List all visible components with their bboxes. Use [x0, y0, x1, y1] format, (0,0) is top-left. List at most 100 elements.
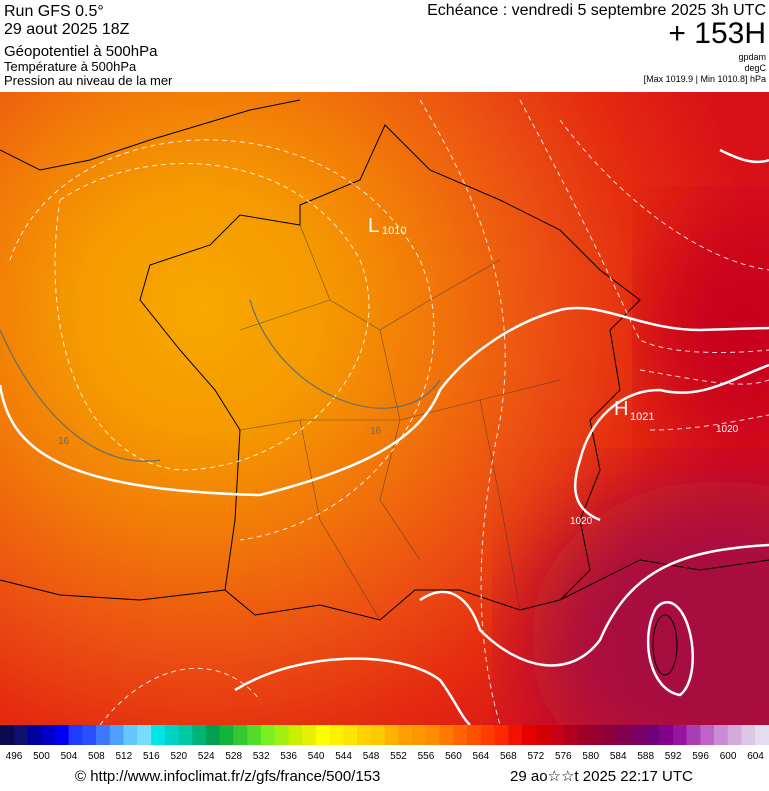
color-swatch: [109, 725, 124, 745]
color-swatch: [54, 725, 69, 745]
field-name: Pression au niveau de la mer: [4, 73, 173, 88]
low-marker: L: [368, 215, 379, 237]
color-swatch: [68, 725, 83, 745]
color-swatch: [439, 725, 454, 745]
color-swatch: [192, 725, 207, 745]
scale-label: 500: [33, 751, 50, 762]
color-swatch: [370, 725, 385, 745]
scale-label: 504: [61, 751, 78, 762]
lead-time: + 153H: [668, 17, 766, 50]
color-swatch: [714, 725, 729, 745]
color-swatch: [357, 725, 372, 745]
color-swatch: [755, 725, 769, 745]
color-swatch: [576, 725, 591, 745]
scale-label: 548: [363, 751, 380, 762]
color-swatch: [137, 725, 152, 745]
scale-label: 572: [527, 751, 544, 762]
color-swatch: [219, 725, 234, 745]
scale-label: 540: [308, 751, 325, 762]
scale-label: 584: [610, 751, 627, 762]
scale-label: 528: [225, 751, 242, 762]
color-swatch: [686, 725, 701, 745]
color-swatch: [82, 725, 97, 745]
isobar-label: 1020: [716, 424, 739, 435]
color-swatch: [343, 725, 358, 745]
color-swatch: [645, 725, 660, 745]
color-swatch: [384, 725, 399, 745]
scale-label: 560: [445, 751, 462, 762]
color-swatch: [741, 725, 756, 745]
color-swatch: [617, 725, 632, 745]
scale-label: 580: [582, 751, 599, 762]
low-value: 1010: [382, 225, 406, 237]
color-swatch: [123, 725, 138, 745]
forecast-time: Echéance : vendredi 5 septembre 2025 3h …: [427, 2, 766, 19]
color-swatch: [398, 725, 413, 745]
color-swatch: [260, 725, 275, 745]
color-swatch: [631, 725, 646, 745]
isobar-label: 1020: [570, 516, 593, 527]
color-swatch: [563, 725, 578, 745]
scale-label: 552: [390, 751, 407, 762]
color-swatch: [233, 725, 248, 745]
color-swatch: [0, 725, 15, 745]
color-swatch: [535, 725, 550, 745]
color-swatch: [315, 725, 330, 745]
color-swatch: [700, 725, 715, 745]
color-swatch: [508, 725, 523, 745]
warm-core: [530, 480, 769, 725]
color-swatch: [178, 725, 193, 745]
color-swatch: [466, 725, 481, 745]
scale-label: 556: [418, 751, 435, 762]
color-swatch: [411, 725, 426, 745]
scale-label: 516: [143, 751, 160, 762]
scale-label: 536: [280, 751, 297, 762]
scale-label: 532: [253, 751, 270, 762]
unit: degC: [744, 63, 766, 73]
high-value: 1021: [630, 411, 654, 423]
color-swatch: [549, 725, 564, 745]
borders: [239, 224, 561, 621]
color-swatch: [659, 725, 674, 745]
scale-label: 568: [500, 751, 517, 762]
scale-label: 576: [555, 751, 572, 762]
color-swatch: [164, 725, 179, 745]
scale-label: 604: [747, 751, 764, 762]
high-marker: H: [614, 398, 628, 420]
scale-label: 520: [170, 751, 187, 762]
isobars: [0, 148, 769, 725]
pressure-range: [Max 1019.9 | Min 1010.8] hPa: [644, 74, 766, 84]
color-swatch: [590, 725, 605, 745]
run-title: Run GFS 0.5°: [4, 3, 104, 20]
scale-label: 508: [88, 751, 105, 762]
scale-label: 544: [335, 751, 352, 762]
source-url: © http://www.infoclimat.fr/z/gfs/france/…: [75, 768, 380, 785]
color-swatch: [151, 725, 166, 745]
header: Run GFS 0.5° 29 aout 2025 18Z Géopotenti…: [4, 2, 767, 88]
contour-label: 16: [370, 426, 382, 437]
run-date: 29 aout 2025 18Z: [4, 21, 130, 38]
color-swatch: [727, 725, 742, 745]
color-swatch: [604, 725, 619, 745]
color-swatch: [329, 725, 344, 745]
color-swatch: [288, 725, 303, 745]
geopotential-contour: [0, 299, 441, 462]
contour-label: 16: [58, 436, 70, 447]
color-swatch: [480, 725, 495, 745]
generated-date: 29 ao☆☆t 2025 22:17 UTC: [510, 768, 693, 785]
color-swatch: [247, 725, 262, 745]
field-name: Géopotentiel à 500hPa: [4, 43, 158, 60]
scale-label: 564: [473, 751, 490, 762]
map: L 1010 H 1021 1020 1020 16 16: [0, 92, 769, 725]
color-swatch: [521, 725, 536, 745]
scale-label: 512: [116, 751, 133, 762]
color-swatch: [96, 725, 111, 745]
scale-label: 496: [6, 751, 23, 762]
color-swatch: [13, 725, 28, 745]
scale-label: 592: [665, 751, 682, 762]
color-swatch: [27, 725, 42, 745]
color-swatch: [41, 725, 56, 745]
field-name: Température à 500hPa: [4, 59, 137, 74]
color-swatch: [274, 725, 289, 745]
